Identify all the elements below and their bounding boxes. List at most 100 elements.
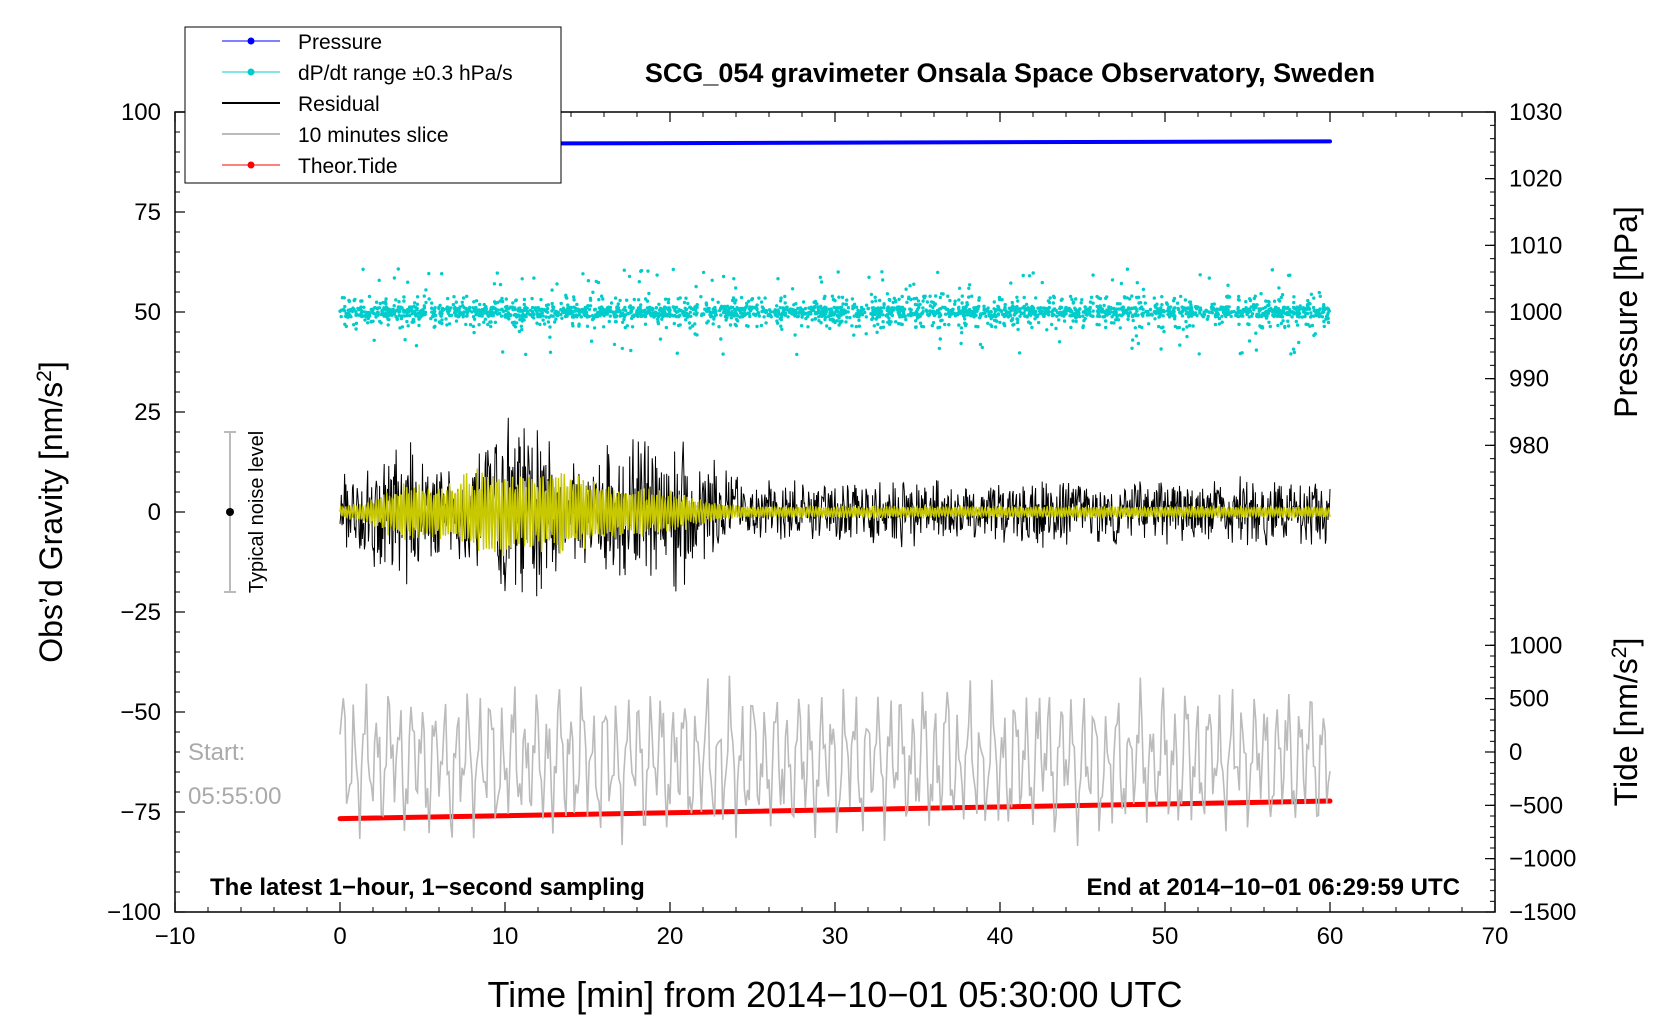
dpdt-point xyxy=(639,303,643,307)
dpdt-point xyxy=(831,311,835,315)
dpdt-point xyxy=(1196,305,1200,309)
dpdt-point xyxy=(1198,311,1202,315)
dpdt-point xyxy=(900,294,904,299)
dpdt-point xyxy=(530,314,535,319)
dpdt-point xyxy=(564,293,568,297)
dpdt-point xyxy=(809,305,813,309)
dpdt-point xyxy=(779,315,784,319)
dpdt-point xyxy=(775,304,779,308)
dpdt-point xyxy=(887,319,891,324)
dpdt-point xyxy=(929,300,934,304)
dpdt-point xyxy=(657,313,662,318)
dpdt-point xyxy=(857,318,861,322)
dpdt-point xyxy=(1095,304,1099,309)
dpdt-point xyxy=(939,292,944,296)
dpdt-point xyxy=(1085,307,1089,311)
dpdt-point xyxy=(840,295,845,299)
dpdt-point xyxy=(587,307,592,312)
dpdt-point xyxy=(359,299,363,303)
dpdt-point xyxy=(1301,306,1305,310)
dpdt-point xyxy=(1175,301,1180,305)
dpdt-point xyxy=(675,351,679,355)
dpdt-point xyxy=(583,305,587,310)
y-tick-label: −25 xyxy=(120,599,161,626)
dpdt-point xyxy=(768,313,772,318)
x-tick-label: 30 xyxy=(822,923,849,950)
dpdt-point xyxy=(1295,323,1300,327)
dpdt-point xyxy=(1026,320,1031,324)
dpdt-point xyxy=(363,313,367,318)
dpdt-point xyxy=(1064,311,1068,316)
dpdt-point xyxy=(658,307,663,311)
dpdt-point xyxy=(1189,307,1194,311)
dpdt-point xyxy=(590,314,595,318)
dpdt-point xyxy=(618,298,622,303)
dpdt-point xyxy=(658,337,663,341)
dpdt-point xyxy=(385,311,390,315)
legend-label: dP/dt range ±0.3 hPa/s xyxy=(298,62,513,85)
dpdt-point xyxy=(895,305,900,309)
x-tick-label: 60 xyxy=(1317,923,1344,950)
dpdt-point xyxy=(998,320,1002,325)
dpdt-point xyxy=(577,324,581,328)
dpdt-point xyxy=(1024,314,1029,318)
dpdt-point xyxy=(536,306,540,310)
dpdt-point xyxy=(373,306,377,310)
pressure-tick-label: 980 xyxy=(1509,432,1549,459)
dpdt-point xyxy=(1210,311,1215,315)
dpdt-point xyxy=(648,312,653,316)
dpdt-point xyxy=(643,322,648,326)
dpdt-point xyxy=(392,304,396,308)
dpdt-point xyxy=(474,305,478,310)
dpdt-point xyxy=(399,305,403,309)
dpdt-point xyxy=(359,305,363,309)
dpdt-point xyxy=(564,310,568,314)
dpdt-point xyxy=(465,314,469,318)
dpdt-point xyxy=(1297,340,1301,345)
dpdt-point xyxy=(1195,313,1199,318)
dpdt-point xyxy=(1051,308,1055,312)
dpdt-point xyxy=(623,325,627,330)
dpdt-point xyxy=(613,296,618,300)
dpdt-point xyxy=(1069,310,1073,314)
dpdt-point xyxy=(859,309,864,313)
dpdt-point xyxy=(1018,307,1022,312)
dpdt-point xyxy=(1312,333,1316,338)
dpdt-point xyxy=(938,337,942,341)
dpdt-point xyxy=(717,325,721,329)
dpdt-point xyxy=(733,322,737,327)
legend-label: 10 minutes slice xyxy=(298,124,449,147)
dpdt-point xyxy=(664,325,669,330)
dpdt-point xyxy=(535,312,540,317)
dpdt-point xyxy=(839,305,844,309)
dpdt-point xyxy=(1291,305,1296,310)
dpdt-point xyxy=(1277,308,1281,313)
dpdt-point xyxy=(608,309,613,313)
dpdt-point xyxy=(394,298,398,302)
dpdt-point xyxy=(789,311,793,315)
dpdt-point xyxy=(415,302,420,306)
dpdt-point xyxy=(1234,312,1239,316)
dpdt-point xyxy=(1080,298,1084,302)
dpdt-point xyxy=(793,314,797,318)
dpdt-point xyxy=(545,306,550,311)
dpdt-point xyxy=(555,310,559,314)
dpdt-point xyxy=(1315,308,1319,313)
dpdt-point xyxy=(773,308,777,312)
dpdt-point xyxy=(1180,314,1185,318)
tide-line xyxy=(337,798,1333,822)
dpdt-point xyxy=(1320,315,1325,319)
dpdt-point xyxy=(1002,314,1006,319)
dpdt-point xyxy=(415,295,420,299)
dpdt-point xyxy=(666,297,671,302)
dpdt-point xyxy=(394,315,398,319)
dpdt-point xyxy=(472,330,476,335)
dpdt-point xyxy=(348,313,352,317)
dpdt-point xyxy=(1009,281,1013,285)
dpdt-point xyxy=(709,315,713,319)
dpdt-point xyxy=(1271,308,1276,312)
dpdt-point xyxy=(921,306,925,310)
dpdt-point xyxy=(769,310,773,314)
dpdt-point xyxy=(1095,294,1099,299)
dpdt-point xyxy=(1220,320,1224,324)
